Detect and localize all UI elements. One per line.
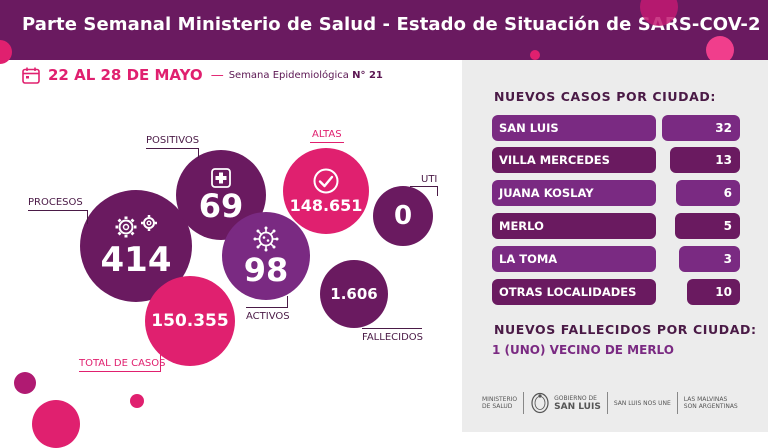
city-name: SAN LUIS [492,115,656,141]
positivos-label: POSITIVOS [146,135,200,146]
footer-divider [606,392,608,414]
footer-logos: MINISTERIO DE SALUD GOBIERNO DE SAN LUIS… [482,392,738,414]
city-value: 32 [662,115,740,141]
uti-value: 0 [393,201,413,231]
decorative-circle [530,50,540,60]
malvinas-line-1: LAS MALVINAS [683,396,728,403]
city-name: OTRAS LOCALIDADES [492,279,656,305]
altas-value: 148.651 [289,196,363,215]
positivos-bubble: 69 [176,150,266,240]
virus-icon [253,226,279,252]
footer-divider [523,392,525,414]
city-row-la-toma: LA TOMA 3 [492,246,740,272]
calendar-icon [22,67,40,84]
altas-label: ALTAS [312,129,342,140]
gobierno-logo: GOBIERNO DE SAN LUIS [554,395,601,412]
uti-line [410,186,438,187]
fallecidos-label: FALLECIDOS [362,332,423,343]
uti-label: UTI [421,174,438,185]
procesos-line [28,210,88,211]
epi-week-prefix: Semana Epidemiológica [228,69,353,81]
epi-week-number: N° 21 [352,69,383,81]
decorative-circle [130,394,144,408]
ministerio-line-2: DE SALUD [482,403,513,410]
page-title: Parte Semanal Ministerio de Salud - Esta… [22,14,761,35]
malvinas-line-2: SON ARGENTINAS [683,403,738,410]
medical-cross-icon [211,168,231,188]
activos-label: ACTIVOS [246,311,290,322]
city-value: 6 [676,180,740,206]
city-name: VILLA MERCEDES [492,147,656,173]
decorative-circle [14,372,36,394]
ministerio-line-1: MINISTERIO [482,396,518,403]
activos-line [287,296,288,308]
fallecidos-line [362,328,422,329]
gobierno-line-1: GOBIERNO DE [554,394,597,402]
city-name: JUANA KOSLAY [492,180,656,206]
slogan: SAN LUIS NOS UNE [613,399,671,407]
city-row-merlo: MERLO 5 [492,213,740,239]
decorative-circle [32,400,80,448]
total-casos-bubble: 150.355 [145,276,235,366]
city-value: 5 [675,213,740,239]
decorative-circle [706,36,734,64]
positivos-value: 69 [198,187,244,225]
nuevos-casos-title: NUEVOS CASOS POR CIUDAD: [494,89,716,104]
positivos-line [198,148,199,158]
check-circle-icon [313,168,339,194]
altas-line [310,142,344,143]
procesos-value: 414 [100,240,172,280]
malvinas-logo: LAS MALVINAS SON ARGENTINAS [684,396,738,410]
activos-value: 98 [243,251,289,289]
decorative-circle [0,40,12,64]
city-name: LA TOMA [492,246,656,272]
city-value: 13 [670,147,740,173]
procesos-label: PROCESOS [28,197,83,208]
fallecidos-ciudad-text: 1 (UNO) VECINO DE MERLO [492,343,674,357]
city-row-otras: OTRAS LOCALIDADES 10 [492,279,740,305]
gears-icon [115,215,157,238]
altas-bubble: 148.651 [283,148,369,234]
uti-line [437,186,438,196]
city-value: 10 [687,279,740,305]
city-name: MERLO [492,213,656,239]
procesos-line [87,210,88,224]
epi-week: Semana Epidemiológica N° 21 [229,70,383,81]
fallecidos-bubble: 1.606 [320,260,388,328]
fallecidos-value: 1.606 [330,284,378,303]
date-dash: — [210,67,224,83]
city-value: 3 [679,246,740,272]
uti-bubble: 0 [373,186,433,246]
positivos-line [146,148,198,149]
fallecidos-ciudad-title: NUEVOS FALLECIDOS POR CIUDAD: [494,322,757,337]
ministerio-logo: MINISTERIO DE SALUD [482,396,517,410]
total-casos-line [79,371,161,372]
total-casos-value: 150.355 [151,310,229,331]
gobierno-line-2: SAN LUIS [554,401,601,412]
total-casos-label: TOTAL DE CASOS [79,358,166,369]
date-range: 22 AL 28 DE MAYO [48,66,203,84]
provincial-seal-icon [531,392,549,414]
footer-divider [676,392,678,414]
activos-bubble: 98 [222,212,310,300]
date-range-bar: 22 AL 28 DE MAYO — Semana Epidemiológica… [22,66,383,84]
city-row-san-luis: SAN LUIS 32 [492,115,740,141]
city-row-villa-mercedes: VILLA MERCEDES 13 [492,147,740,173]
city-row-juana-koslay: JUANA KOSLAY 6 [492,180,740,206]
activos-line [246,307,288,308]
total-casos-line [160,352,161,372]
